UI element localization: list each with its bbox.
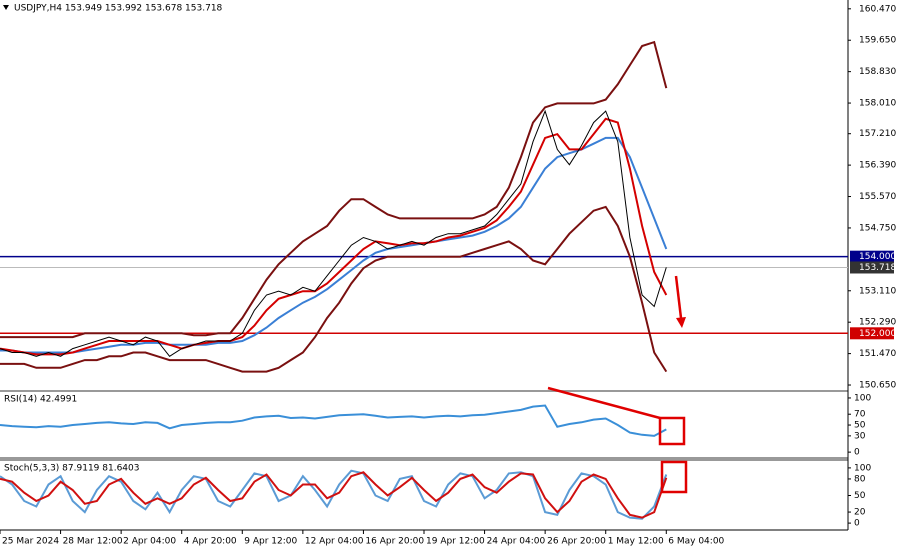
level-label-box	[850, 250, 894, 263]
highlight-box	[658, 416, 686, 446]
y-tick-label: 80	[854, 474, 866, 484]
y-tick-label: 50	[854, 421, 866, 431]
highlight-box	[660, 460, 688, 494]
y-tick-label: 100	[854, 463, 871, 473]
arrow-head	[676, 317, 686, 328]
y-tick-label: 150.650	[859, 381, 896, 391]
annotations	[547, 275, 688, 494]
series-line	[0, 40, 668, 339]
x-tick-label: 2 Apr 04:00	[123, 537, 176, 547]
level-label: 152.000	[859, 329, 896, 339]
stoch-title: Stoch(5,3,3) 87.9119 81.6403	[4, 464, 139, 474]
y-tick-label: 154.750	[859, 223, 896, 233]
y-tick-label: 156.390	[859, 161, 896, 171]
y-tick-label: 155.570	[859, 192, 896, 202]
y-tick-label: 20	[854, 508, 866, 518]
y-tick-label: 158.830	[859, 67, 896, 77]
level-label: 154.000	[859, 252, 896, 262]
plots: 160.470 159.650 158.830 158.010 157.210 156.3…	[0, 4, 896, 547]
chart-title: USDJPY,H4 153.949 153.992 153.678 153.71…	[14, 4, 223, 14]
x-tick-label: 9 Apr 12:00	[244, 537, 297, 547]
series-line	[0, 404, 667, 437]
x-tick-label: 4 Apr 20:00	[184, 537, 237, 547]
y-tick-label: 50	[854, 491, 866, 501]
level-label-box	[850, 327, 894, 340]
y-tick-label: 70	[854, 410, 866, 420]
y-tick-label: 0	[854, 519, 860, 529]
series-line	[0, 109, 667, 357]
series-line	[0, 117, 668, 356]
y-tick-label: 158.010	[859, 99, 896, 109]
x-tick-label: 16 Apr 20:00	[365, 537, 424, 547]
series-line	[0, 205, 668, 373]
y-tick-label: 152.290	[859, 318, 896, 328]
y-tick-label: 153.110	[859, 286, 896, 296]
last-price-label: 153.718	[859, 263, 896, 273]
y-tick-label: 151.470	[859, 349, 896, 359]
panel-separator	[0, 457, 848, 461]
y-tick-label: 157.210	[859, 129, 896, 139]
y-tick-label: 159.650	[859, 36, 896, 46]
panel-separator	[0, 390, 848, 392]
x-tick-label: 26 Apr 20:00	[547, 537, 606, 547]
series-line	[0, 471, 668, 519]
menu-icon	[3, 5, 9, 10]
x-tick-label: 1 May 12:00	[608, 537, 664, 547]
x-tick-label: 12 Apr 04:00	[305, 537, 364, 547]
x-tick-label: 24 Apr 04:00	[487, 537, 546, 547]
x-tick-label: 19 Apr 12:00	[426, 537, 485, 547]
y-tick-label: 160.470	[859, 4, 896, 14]
y-tick-label: 30	[854, 431, 866, 441]
series-line	[0, 136, 668, 354]
x-tick-label: 28 Mar 12:00	[63, 537, 123, 547]
trend-line	[547, 386, 661, 420]
arrow	[674, 275, 683, 319]
x-tick-label: 6 May 04:00	[668, 537, 724, 547]
rsi-title: RSI(14) 42.4991	[4, 395, 77, 405]
last-price-box	[850, 261, 894, 274]
y-tick-label: 100	[854, 393, 871, 403]
x-tick-label: 25 Mar 2024	[2, 537, 59, 547]
y-tick-label: 0	[854, 448, 860, 458]
